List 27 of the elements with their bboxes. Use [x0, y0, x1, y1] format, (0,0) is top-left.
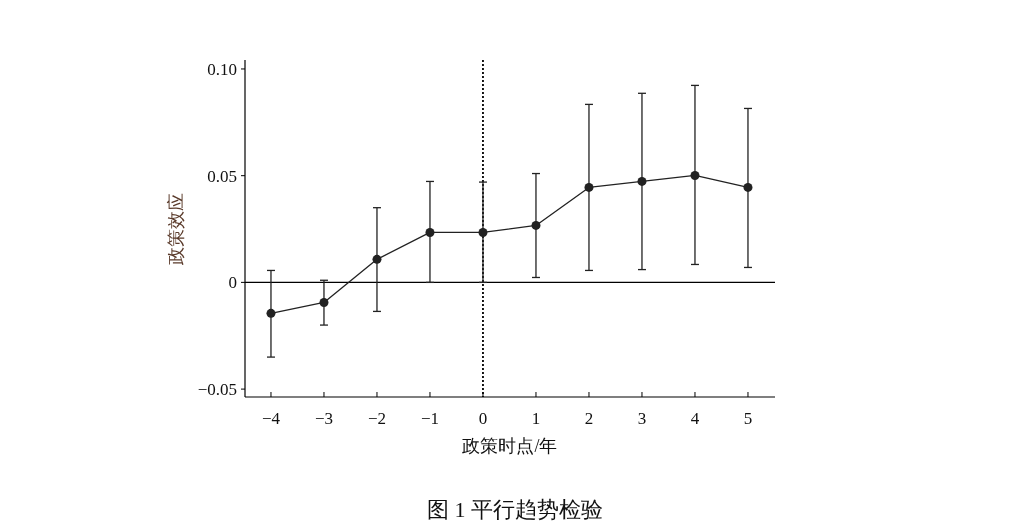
x-tick-label: 0 [478, 409, 488, 428]
y-tick-label: 0.10 [207, 59, 237, 79]
x-tick-label: 5 [743, 409, 753, 428]
point [531, 220, 541, 230]
point [584, 182, 594, 192]
x-tick-label: 1 [531, 409, 541, 428]
x-tick-label: 2 [584, 409, 594, 428]
y-tick-label: 0.05 [207, 166, 237, 186]
point [425, 227, 435, 237]
y-tick-label: −0.05 [197, 380, 237, 400]
caption: 图 1 平行趋势检验 [427, 497, 603, 522]
point [690, 170, 700, 180]
x-tick-label: −4 [261, 409, 281, 428]
point [372, 254, 382, 264]
x-tick-label: 4 [690, 409, 700, 428]
point [478, 227, 488, 237]
x-tick-label: −2 [367, 409, 387, 428]
point [266, 308, 276, 318]
y-axis-title: 政策效应 [166, 192, 186, 265]
y-tick-label: 0 [228, 273, 237, 293]
point [319, 297, 329, 307]
point [743, 182, 753, 192]
x-tick-label: −1 [420, 409, 440, 428]
x-tick-label: 3 [637, 409, 647, 428]
point [637, 176, 647, 186]
x-axis-title: 政策时点/年 [462, 436, 558, 456]
x-tick-label: −3 [314, 409, 334, 428]
